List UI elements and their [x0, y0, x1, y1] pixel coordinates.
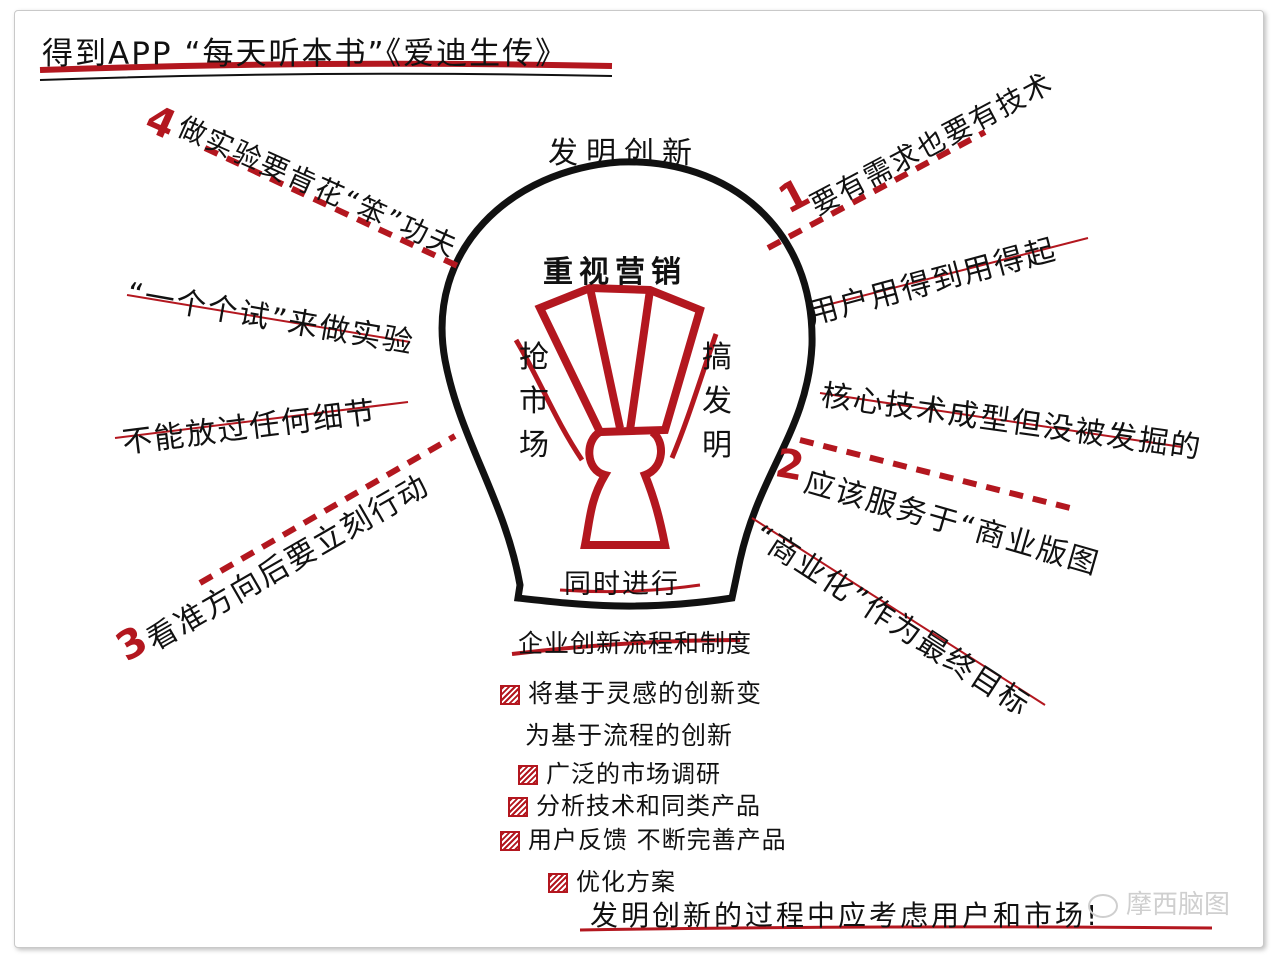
base-item-5: 用户反馈 不断完善产品 [500, 820, 787, 855]
base-item-text: 广泛的市场调研 [546, 760, 721, 788]
base-item-3: 广泛的市场调研 [518, 754, 721, 789]
base-item-text: 将基于灵感的创新变 [528, 679, 763, 708]
base-title: 企业创新流程和制度 [518, 629, 753, 658]
base-bullet-icon [500, 685, 520, 705]
left-arc [513, 338, 585, 462]
center-right-vertical: 搞发明 [702, 340, 732, 463]
base-item-6: 优化方案 [548, 862, 676, 897]
footer-note: 发明创新的过程中应考虑用户和市场! [590, 899, 1101, 932]
base-bullet-icon [500, 831, 520, 851]
watermark: 摩西脑图 [1087, 884, 1230, 921]
title-underline [39, 60, 613, 73]
base-item-1: 将基于灵感的创新变 [500, 674, 762, 710]
base-item-2: 为基于流程的创新 [525, 721, 734, 750]
base-item-4: 分析技术和同类产品 [508, 786, 761, 821]
base-bullet-icon [548, 873, 568, 893]
bulb-outline [438, 158, 816, 610]
page-title: 得到APP “每天听本书”《爱迪生传》 [42, 36, 569, 72]
base-item-text: 用户反馈 不断完善产品 [528, 826, 787, 854]
center-top-label: 发明创新 [548, 136, 700, 171]
base-bullet-icon [518, 765, 538, 785]
base-item-text: 分析技术和同类产品 [536, 792, 761, 820]
base-item-text: 优化方案 [576, 868, 676, 896]
watermark-text: 摩西脑图 [1125, 890, 1230, 920]
canvas-frame [14, 10, 1264, 948]
center-left-vertical: 抢市场 [519, 340, 549, 463]
torch-filament [534, 283, 705, 549]
branch1-line [766, 129, 987, 251]
right-arc [669, 333, 719, 459]
branch3-line [198, 433, 457, 586]
center-inner-top-label: 重视营销 [543, 255, 687, 290]
base-bullet-icon [508, 797, 528, 817]
wechat-icon [1087, 893, 1118, 918]
center-bottom-label: 同时进行 [564, 569, 680, 600]
